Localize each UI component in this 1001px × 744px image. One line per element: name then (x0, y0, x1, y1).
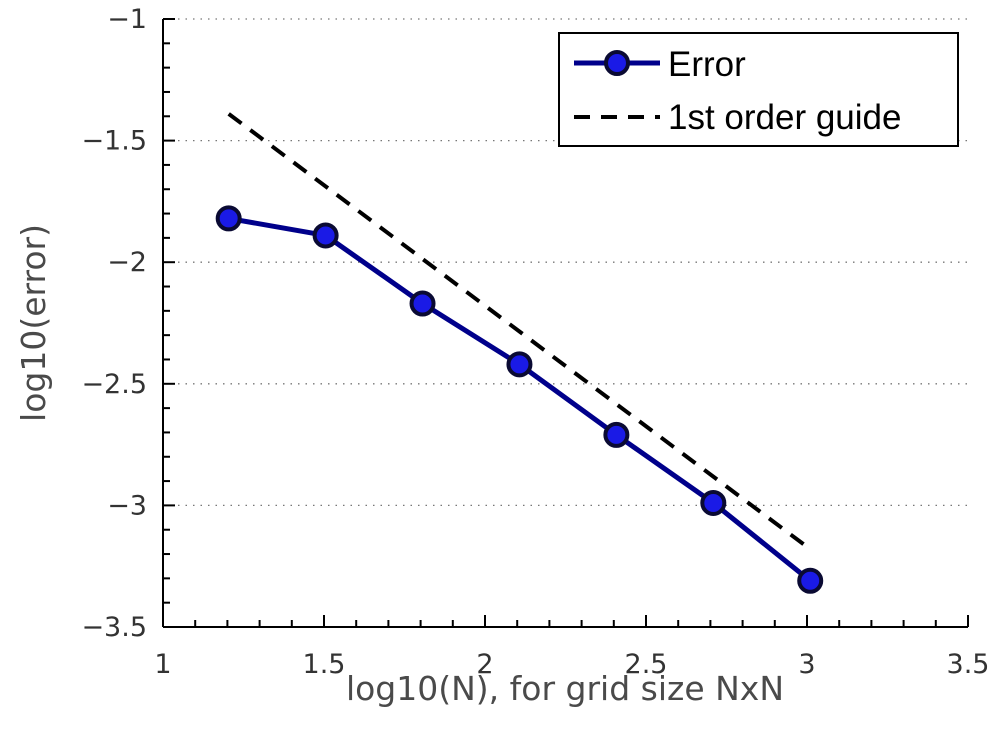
y-tick-label: −2 (107, 247, 147, 278)
legend-error-marker (604, 50, 630, 76)
x-tick-label: 3.5 (947, 649, 990, 680)
legend-error-label: Error (668, 45, 746, 84)
x-tick-label: 2 (476, 649, 493, 680)
series-error-line (228, 215, 812, 583)
x-tick-label: 1 (154, 649, 171, 680)
series-guide-line (227, 112, 812, 551)
y-tick-label: −1 (107, 4, 147, 35)
series (215, 112, 824, 594)
x-tick-label: 2.5 (625, 649, 668, 680)
series-error-point (603, 421, 630, 448)
x-tick-label: 3 (798, 649, 815, 680)
series-error-point (312, 222, 339, 249)
legend-guide-label: 1st order guide (668, 98, 901, 137)
y-tick-label: −3.5 (81, 612, 147, 643)
series-error-point (700, 489, 727, 516)
ticks: −1 −1.5 −2 −2.5 −3 −3.51 1.5 2 2.5 3 3.5 (81, 4, 989, 680)
axes (162, 19, 968, 628)
legend: Error 1st order guide (558, 32, 959, 147)
y-tick-label: −1.5 (81, 126, 147, 157)
y-tick-label: −2.5 (81, 369, 147, 400)
x-axis-label: log10(N), for grid size NxN (346, 669, 784, 708)
y-tick-label: −3 (107, 490, 147, 521)
series-error-point (409, 290, 436, 317)
legend-box (558, 32, 959, 147)
y-axis-label: log10(error) (14, 224, 53, 422)
x-tick-label: 1.5 (303, 649, 346, 680)
series-error-point (506, 351, 533, 378)
series-error-point (797, 567, 824, 594)
series-error-point (215, 205, 242, 232)
